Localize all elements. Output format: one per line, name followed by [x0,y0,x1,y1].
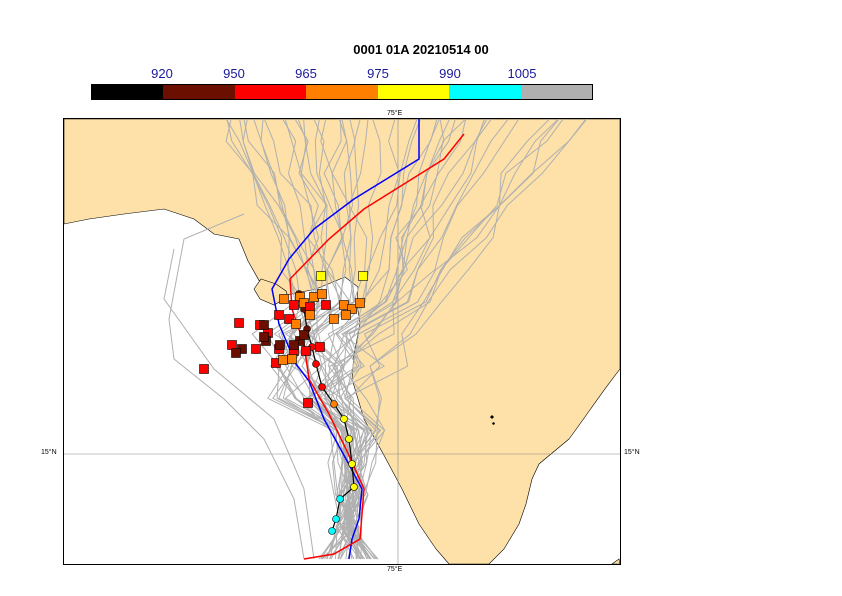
ensemble-track-line [306,108,469,560]
ensemble-position-marker [275,340,285,350]
colorbar-label: 975 [367,66,389,81]
ensemble-position-marker [305,310,315,320]
colorbar-segment [520,85,592,99]
ensemble-position-marker [274,310,284,320]
colorbar-label: 990 [439,66,461,81]
lon-tick-top: 75°E [387,110,403,117]
observed-position-marker [318,383,326,391]
lon-tick-bottom: 75°E [387,566,403,573]
india-landmass [63,118,621,565]
ensemble-position-marker [341,310,351,320]
colorbar-segment [306,85,378,99]
ensemble-position-marker [301,346,311,356]
ensemble-track-line [168,213,305,560]
ensemble-position-marker [329,314,339,324]
colorbar-label: 1005 [507,66,537,81]
observed-position-marker [345,435,353,443]
ensemble-track-line [163,248,315,560]
ensemble-position-marker [309,292,319,302]
ensemble-position-marker [299,330,309,340]
ensemble-position-marker [278,355,288,365]
colorbar-label: 965 [295,66,317,81]
observed-position-marker [336,495,344,503]
pressure-colorbar [91,84,593,100]
ensemble-position-marker [287,354,297,364]
lat-tick-left: 15°N [41,449,57,456]
colorbar-segment [377,85,450,99]
colorbar-segment [234,85,307,99]
ensemble-position-marker [259,320,269,330]
position-markers [199,271,368,535]
colorbar-segment [163,85,235,99]
ensemble-position-marker [231,348,241,358]
ensemble-position-marker [279,294,289,304]
ensemble-position-marker [289,300,299,310]
ensemble-position-marker [227,340,237,350]
ensemble-position-marker [234,318,244,328]
ensemble-position-marker [259,332,269,342]
ensemble-track-line [340,108,571,560]
observed-position-marker [350,483,358,491]
ensemble-position-marker [347,304,357,314]
colorbar-segment [92,85,164,99]
ensemble-track-line [319,108,441,560]
ensemble-position-marker [355,298,365,308]
track-line [271,119,420,560]
ensemble-track-line [237,108,360,560]
observed-position-marker [330,400,338,408]
ensemble-track-line [345,108,596,560]
ensemble-position-marker [199,364,209,374]
ensemble-position-marker [251,344,261,354]
ensemble-position-marker [317,289,327,299]
observed-position-marker [340,415,348,423]
observed-position-marker [328,527,336,535]
observed-position-marker [312,360,320,368]
observed-position-marker [348,460,356,468]
lakshadweep-islands [490,415,495,425]
colorbar-segment [449,85,521,99]
ensemble-track-line [324,108,500,560]
colorbar-label: 950 [223,66,245,81]
ensemble-track-line [305,108,422,560]
ensemble-position-marker [289,340,299,350]
lat-tick-right: 15°N [624,449,640,456]
ensemble-position-marker [321,300,331,310]
ensemble-position-marker [316,271,326,281]
map-canvas [63,108,621,565]
ensemble-track-line [332,108,400,560]
ensemble-track-line [288,108,359,560]
chart-title: 0001 01A 20210514 00 [353,42,489,57]
track-map: 75°E 75°E 15°N 15°N [41,108,640,573]
ensemble-position-marker [358,271,368,281]
ensemble-track-line [344,108,568,560]
colorbar-label: 920 [151,66,173,81]
ensemble-position-marker [284,314,294,324]
ensemble-position-marker [315,342,325,352]
ensemble-position-marker [303,398,313,408]
ensemble-position-marker [291,319,301,329]
observed-position-marker [332,515,340,523]
ensemble-track-line [219,108,360,560]
ensemble-track-line [336,108,445,560]
ensemble-position-marker [339,300,349,310]
colorbar-labels: 920 950 965 975 990 1005 [0,66,842,84]
ensemble-track-line [225,108,366,560]
ensemble-position-marker [305,302,315,312]
